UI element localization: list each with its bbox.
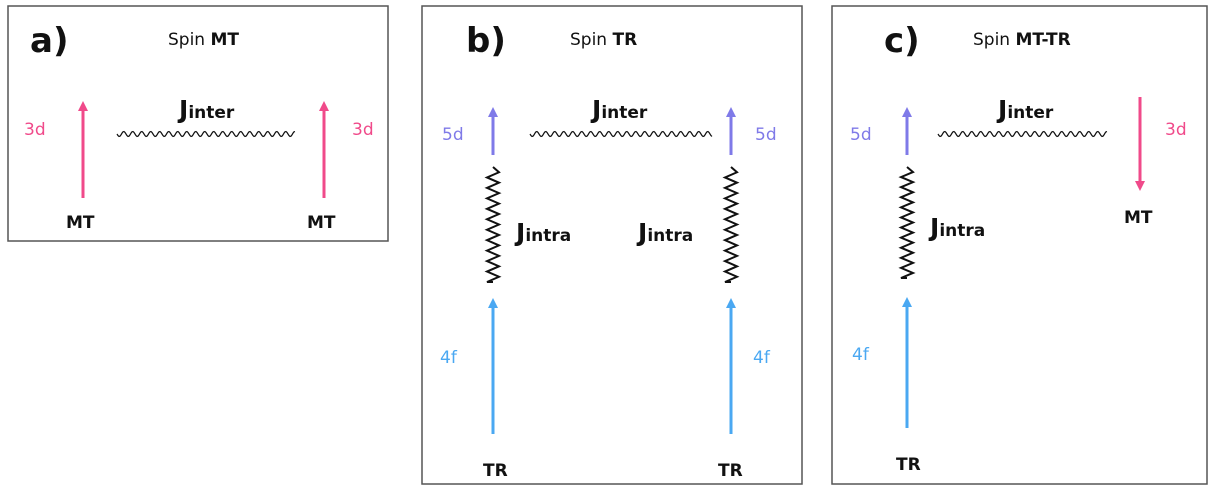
panel-a-border: [7, 5, 389, 242]
panel-a: a) Spin MT 3d 3d Jinter MT MT: [7, 5, 389, 242]
panel-c-j-inter: Jinter: [996, 95, 1054, 124]
panel-c-border: [831, 5, 1208, 485]
panel-c-3d-label: 3d: [1165, 120, 1187, 140]
panel-b-right-species: TR: [718, 461, 743, 481]
panel-c-title: Spin MT-TR: [973, 30, 1071, 50]
panel-a-j-inter: Jinter: [177, 95, 235, 124]
panel-a-right-species: MT: [307, 213, 336, 233]
panel-a-letter: a): [30, 21, 68, 61]
panel-b-left-5d-label: 5d: [442, 125, 464, 145]
panel-a-inter-wave: [116, 130, 296, 138]
panel-b-j-inter: Jinter: [590, 95, 648, 124]
panel-c-letter: c): [884, 21, 920, 61]
panel-b-left-4f-label: 4f: [440, 348, 458, 368]
panel-b-title: Spin TR: [570, 30, 637, 50]
panel-c-j-intra: Jintra: [928, 213, 985, 242]
panel-c-right-species: MT: [1124, 208, 1153, 228]
panel-b-left-j-intra: Jintra: [514, 218, 571, 247]
panel-b-border: [421, 5, 803, 485]
panel-b-inter-wave: [529, 130, 713, 138]
panel-b-right-j-intra: Jintra: [636, 218, 693, 247]
panel-b: b) Spin TR 5d 5d 4f 4f Jinter Jintra Jin…: [421, 5, 803, 485]
panel-c-inter-wave: [937, 130, 1108, 138]
panel-c-left-species: TR: [896, 455, 921, 475]
panel-c: c) Spin MT-TR 5d 4f 3d Jinter Jintra TR …: [831, 5, 1208, 485]
panel-a-right-orbital: 3d: [352, 120, 374, 140]
panel-b-letter: b): [466, 21, 506, 61]
panel-b-title-prefix: Spin: [570, 30, 612, 50]
panel-a-title-bold: MT: [210, 30, 239, 50]
panel-b-right-5d-label: 5d: [755, 125, 777, 145]
panel-c-4f-label: 4f: [852, 345, 870, 365]
panel-c-spring: [898, 166, 916, 279]
panel-b-right-spring: [722, 166, 740, 283]
panel-a-left-orbital: 3d: [24, 120, 46, 140]
panel-c-title-bold: MT-TR: [1015, 30, 1070, 50]
panel-b-left-spring: [484, 166, 502, 283]
panel-a-title: Spin MT: [168, 30, 239, 50]
panel-b-title-bold: TR: [612, 30, 637, 50]
panel-b-left-species: TR: [483, 461, 508, 481]
panel-b-right-4f-label: 4f: [753, 348, 771, 368]
panel-c-5d-label: 5d: [850, 125, 872, 145]
panel-c-title-prefix: Spin: [973, 30, 1015, 50]
panel-a-title-prefix: Spin: [168, 30, 210, 50]
panel-a-left-species: MT: [66, 213, 95, 233]
